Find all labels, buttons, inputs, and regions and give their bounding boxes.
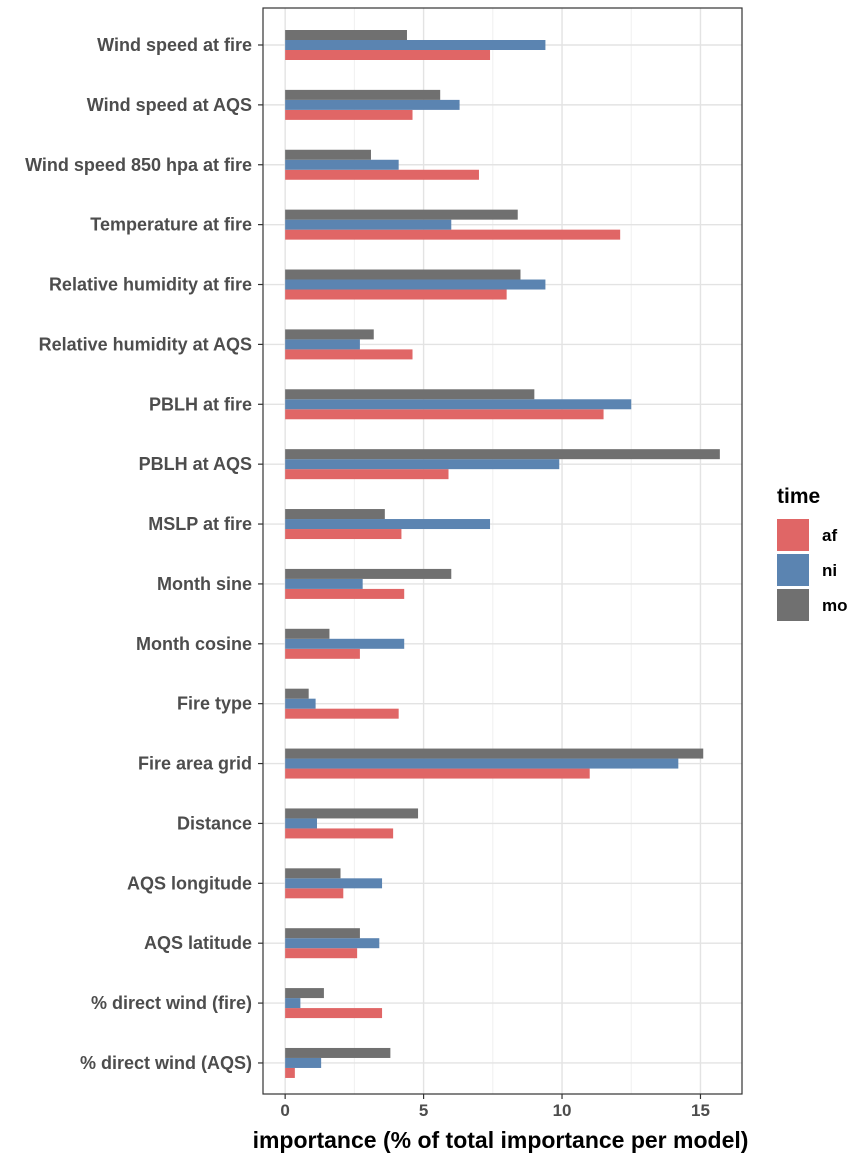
plot-panel-border: [262, 7, 743, 1095]
x-axis-title: importance (% of total importance per mo…: [253, 1127, 749, 1153]
bar-af: [285, 708, 399, 719]
category-label: % direct wind (AQS): [80, 1053, 252, 1073]
bar-mo: [285, 748, 704, 759]
bar-mo: [285, 988, 324, 999]
x-axis-ticks: 0 5 10 15: [280, 1094, 710, 1120]
bar-af: [285, 588, 405, 599]
bar-mo: [285, 1047, 391, 1058]
bar-ni: [285, 578, 363, 589]
bar-af: [285, 289, 507, 300]
bar-mo: [285, 628, 330, 639]
bar-ni: [285, 459, 560, 470]
bar-mo: [285, 868, 341, 879]
bar-af: [285, 109, 413, 120]
category-label: % direct wind (fire): [91, 993, 252, 1013]
category-label: Wind speed 850 hpa at fire: [25, 155, 252, 175]
legend-key-mo: [777, 589, 809, 621]
bar-ni: [285, 878, 383, 889]
bar-af: [285, 409, 604, 420]
x-tick-label: 15: [691, 1101, 710, 1120]
bar-mo: [285, 389, 535, 400]
bar-ni: [285, 219, 452, 230]
bar-ni: [285, 758, 679, 769]
bar-mo: [285, 568, 452, 579]
bar-af: [285, 229, 621, 240]
legend-label: ni: [822, 561, 837, 580]
bar-mo: [285, 688, 309, 699]
bar-mo: [285, 269, 521, 280]
x-tick-label: 0: [280, 1101, 289, 1120]
category-label: Month sine: [157, 574, 252, 594]
bar-ni: [285, 40, 546, 50]
bar-af: [285, 648, 360, 659]
legend-key-ni: [777, 554, 809, 586]
bar-ni: [285, 399, 632, 410]
bar-ni: [285, 159, 399, 170]
bar-mo: [285, 89, 441, 100]
category-label: AQS longitude: [127, 873, 252, 893]
bar-mo: [285, 509, 385, 520]
bar-mo: [285, 449, 720, 460]
bar-ni: [285, 638, 405, 649]
bar-ni: [285, 99, 460, 110]
x-tick-label: 5: [419, 1101, 428, 1120]
legend-label: mo: [822, 596, 848, 615]
category-label: Month cosine: [136, 634, 252, 654]
category-label: Wind speed at AQS: [87, 95, 252, 115]
bar-ni: [285, 998, 301, 1009]
bar-ni: [285, 279, 546, 290]
category-label: Wind speed at fire: [97, 35, 252, 55]
bar-mo: [285, 209, 518, 220]
bar-af: [285, 768, 590, 779]
bar-af: [285, 948, 358, 959]
bar-af: [285, 1067, 295, 1078]
bar-ni: [285, 339, 360, 350]
bars: [285, 30, 720, 1078]
legend-key-af: [777, 519, 809, 551]
category-label: Temperature at fire: [90, 215, 252, 235]
category-label: Fire type: [177, 694, 252, 714]
category-label: Relative humidity at fire: [49, 275, 252, 295]
category-label: Fire area grid: [138, 754, 252, 774]
category-labels: Wind speed at fire Wind speed at AQS Wind …: [25, 35, 263, 1073]
bar-ni: [285, 1057, 322, 1068]
bar-af: [285, 529, 402, 540]
bar-ni: [285, 818, 317, 829]
bar-ni: [285, 938, 380, 949]
x-tick-label: 10: [553, 1101, 572, 1120]
bar-af: [285, 1008, 383, 1019]
bar-ni: [285, 519, 491, 530]
bar-mo: [285, 329, 374, 340]
category-label: AQS latitude: [144, 933, 252, 953]
bar-ni: [285, 698, 316, 709]
legend: time af ni mo: [777, 485, 848, 621]
bar-mo: [285, 30, 407, 40]
bar-mo: [285, 149, 371, 160]
bar-mo: [285, 808, 419, 819]
bar-mo: [285, 928, 360, 939]
category-label: Distance: [177, 813, 252, 833]
bar-af: [285, 469, 449, 480]
bar-af: [285, 888, 344, 899]
legend-title: time: [777, 485, 820, 508]
category-label: PBLH at fire: [149, 394, 252, 414]
category-label: PBLH at AQS: [139, 454, 252, 474]
bar-af: [285, 50, 491, 60]
bar-af: [285, 828, 394, 839]
category-label: MSLP at fire: [148, 514, 252, 534]
category-label: Relative humidity at AQS: [39, 334, 252, 354]
legend-label: af: [822, 526, 837, 545]
bar-af: [285, 349, 413, 360]
bar-af: [285, 169, 479, 180]
